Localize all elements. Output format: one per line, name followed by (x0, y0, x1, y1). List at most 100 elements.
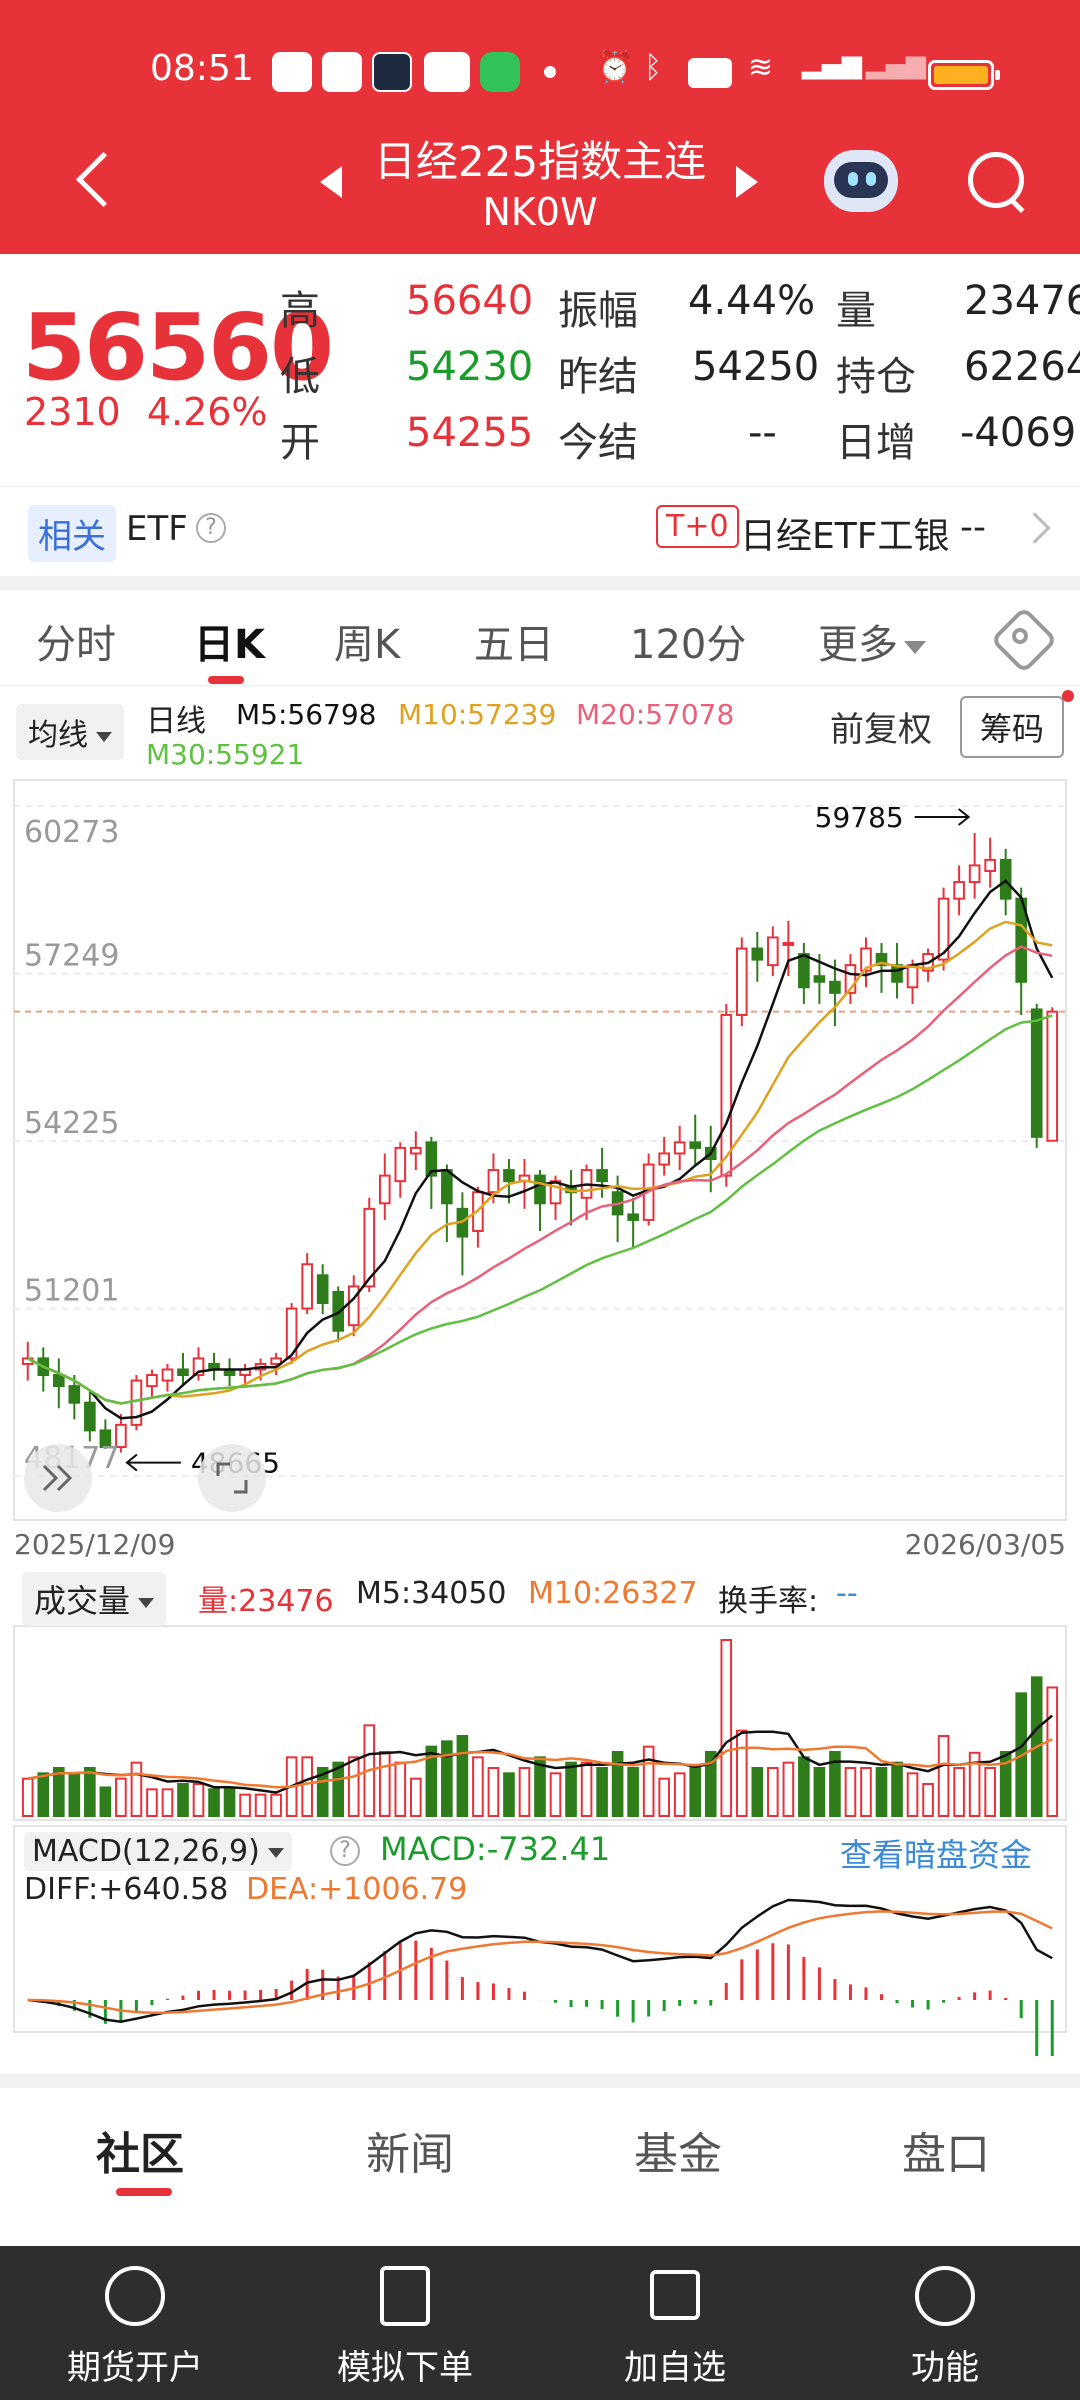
candle-body (813, 975, 826, 983)
adjust-toggle[interactable]: 前复权 (830, 710, 932, 750)
volume-value: 量:23476 (198, 1584, 334, 1619)
help-icon[interactable]: ? (330, 1836, 360, 1866)
candle-body (84, 1401, 96, 1432)
volume-selector[interactable]: 成交量 (22, 1572, 167, 1626)
volume-bar (751, 1767, 764, 1817)
macd-frame (13, 1825, 1067, 2033)
back-icon[interactable] (70, 150, 120, 210)
tab-more[interactable]: 更多 (818, 612, 926, 670)
volume-bar (378, 1751, 391, 1817)
tab-five-day[interactable]: 五日 (474, 622, 554, 668)
robot-assistant-icon[interactable] (824, 150, 898, 212)
amplitude-value: 4.44% (688, 278, 816, 324)
volume-bar (503, 1772, 515, 1817)
volume-bar (177, 1783, 189, 1817)
turnover-label: 换手率: (718, 1584, 819, 1619)
fullscreen-corner (216, 1462, 230, 1476)
ma-m5: M5:56798 (236, 698, 377, 731)
main-chart-frame (13, 779, 1067, 1521)
related-etf-row[interactable]: 相关 ETF ? T+0 日经ETF工银 -- (0, 486, 1080, 576)
volume-bar (394, 1761, 407, 1818)
tab-fund[interactable]: 基金 (634, 2129, 722, 2180)
candle-body (99, 1429, 112, 1449)
next-contract-icon[interactable] (736, 166, 758, 198)
search-icon[interactable] (966, 152, 1026, 212)
tab-weekly-k[interactable]: 周K (334, 622, 401, 668)
daily-increase-label: 日增 (836, 420, 916, 466)
volume-bar (829, 1751, 841, 1817)
add-box-icon (650, 2270, 700, 2320)
volume-bar (410, 1777, 422, 1818)
functions-label: 功能 (911, 2348, 979, 2388)
add-watchlist-label: 加自选 (624, 2348, 726, 2388)
amplitude-label: 振幅 (558, 288, 638, 334)
candle-body (503, 1169, 515, 1183)
tab-120-min[interactable]: 120分 (630, 622, 747, 668)
candle-body (751, 947, 764, 961)
help-icon[interactable]: ? (196, 513, 226, 543)
candle-body (860, 947, 872, 972)
dea-value: DEA:+1006.79 (246, 1872, 468, 1907)
volume-bar (316, 1767, 329, 1817)
tab-order-book[interactable]: 盘口 (902, 2129, 990, 2180)
volume-m10: M10:26327 (528, 1576, 698, 1611)
tab-daily-k[interactable]: 日K (194, 622, 265, 668)
simulated-order-label: 模拟下单 (337, 2348, 473, 2388)
chart-annotations: 5978548665 (24, 801, 971, 1512)
volume-bar (658, 1777, 670, 1818)
candle-body (767, 936, 779, 967)
quote-panel: 56560 2310 4.26% 高 56640 低 54230 开 54255… (0, 254, 1080, 486)
volume-bar (270, 1793, 282, 1818)
volume-bar (1046, 1686, 1059, 1818)
kline-chart-area[interactable]: 6027357249542255120148177 5978548665 (0, 776, 1080, 2056)
ma-m20: M20:57078 (576, 698, 735, 731)
menu-icon (915, 2266, 975, 2326)
volume-frame (13, 1625, 1067, 1821)
volume-bar (968, 1751, 981, 1817)
functions-button[interactable]: 功能 (810, 2246, 1080, 2400)
volume-bar (208, 1788, 220, 1817)
prev-settle-label: 昨结 (558, 354, 638, 400)
candle-body (596, 1169, 608, 1183)
candle-body (627, 1213, 639, 1221)
add-watchlist-button[interactable]: 加自选 (540, 2246, 810, 2400)
tab-more-label: 更多 (818, 622, 898, 668)
candle-body (673, 1141, 686, 1155)
volume-bar (689, 1767, 702, 1817)
simulated-order-button[interactable]: 模拟下单 (270, 2246, 540, 2400)
candle-body (875, 953, 888, 967)
chip-button[interactable]: 筹码 (960, 696, 1065, 758)
daily-increase-value: -4069 (960, 410, 1077, 456)
volume-bar (673, 1772, 686, 1817)
macd-selector[interactable]: MACD(12,26,9) (24, 1832, 292, 1871)
volume-bar (456, 1735, 469, 1817)
candle-body (1030, 1008, 1043, 1138)
low-value: 54230 (406, 344, 534, 390)
volume-bar (223, 1788, 236, 1817)
dark-pool-link[interactable]: 查看暗盘资金 (840, 1836, 1033, 1874)
chart-grid (14, 805, 1066, 1477)
tab-news[interactable]: 新闻 (366, 2129, 454, 2180)
volume-chart (13, 1625, 1067, 1821)
tab-community[interactable]: 社区 (96, 2129, 184, 2180)
ma-selector[interactable]: 均线 (16, 704, 124, 760)
prev-contract-icon[interactable] (320, 166, 342, 198)
dea-line (27, 1910, 1053, 2014)
volume-bar (627, 1767, 639, 1817)
settings-icon[interactable] (996, 612, 1044, 660)
turnover-value: -- (836, 1576, 858, 1611)
candle-body (984, 858, 996, 872)
volume-bar (301, 1756, 313, 1817)
nav-code: NK0W (482, 190, 598, 234)
chevron-down-icon (904, 640, 926, 654)
settle-label: 今结 (558, 420, 638, 466)
volume-bar (937, 1735, 950, 1817)
start-date: 2025/12/09 (14, 1528, 176, 1561)
kline-chart[interactable]: 6027357249542255120148177 5978548665 (0, 776, 1080, 2056)
nav-title: 日经225指数主连 (373, 137, 707, 186)
tab-intraday[interactable]: 分时 (36, 622, 116, 668)
volume-m5: M5:34050 (356, 1576, 507, 1611)
open-account-button[interactable]: 期货开户 (0, 2246, 270, 2400)
volume-bar (704, 1751, 717, 1817)
change-amount: 2310 (24, 390, 121, 434)
